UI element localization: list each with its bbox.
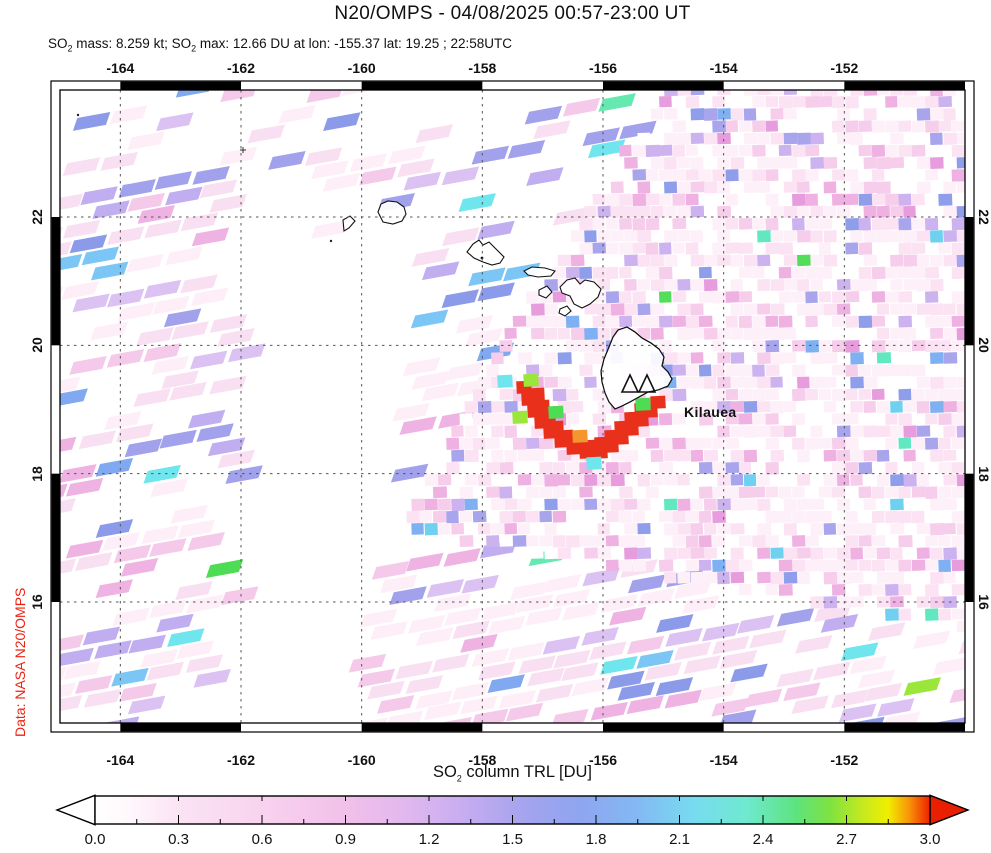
- lon-tick-bottom--164: -164: [106, 752, 135, 768]
- lon-tick-bottom--152: -152: [830, 752, 859, 768]
- data-credit-label: Data: NASA N20/OMPS: [12, 587, 28, 737]
- lon-tick-bottom--160: -160: [347, 752, 376, 768]
- speck-dot: [76, 113, 80, 117]
- lon-tick-top--156: -156: [588, 60, 618, 76]
- colorbar-tick-2.1: 2.1: [669, 831, 690, 848]
- plume-cell: [558, 429, 574, 443]
- plume-cell: [548, 405, 564, 419]
- lon-tick-bottom--156: -156: [588, 752, 618, 768]
- plume-cell: [512, 410, 528, 424]
- pixel-field: [60, 90, 965, 723]
- plume-cell: [650, 395, 666, 409]
- colorbar-tick-1.2: 1.2: [418, 831, 440, 848]
- speck-dot: [329, 239, 333, 243]
- colorbar-tick-1.8: 1.8: [585, 831, 607, 848]
- volcano-triangle-marker: [620, 373, 640, 393]
- lon-tick-bottom--158: -158: [468, 752, 497, 768]
- map-inner-frame: [59, 89, 966, 724]
- lat-tick-left-16: 16: [29, 594, 45, 610]
- plume-cell: [572, 429, 588, 443]
- colorbar-tick-1.5: 1.5: [502, 831, 523, 848]
- colorbar-title: SO2 column TRL [DU]: [432, 763, 593, 784]
- lon-tick-top--160: -160: [347, 60, 376, 76]
- lat-tick-right-20: 20: [976, 337, 991, 354]
- subtitle: SO2 mass: 8.259 kt; SO2 max: 12.66 DU at…: [48, 36, 513, 54]
- lat-tick-right-18: 18: [976, 465, 991, 482]
- plume-cell: [582, 439, 598, 453]
- plume-cell: [497, 374, 513, 388]
- kilauea-label: Kilauea: [684, 404, 737, 420]
- lon-tick-bottom--162: -162: [226, 752, 256, 768]
- lon-tick-top--154: -154: [709, 60, 738, 76]
- colorbar-tick-0.6: 0.6: [251, 831, 273, 848]
- island-kauai: [377, 200, 407, 225]
- island-maui: [559, 277, 602, 309]
- plume-cell: [534, 399, 550, 413]
- island-molokai: [523, 266, 556, 278]
- lat-tick-left-20: 20: [29, 337, 45, 354]
- plume-cell: [529, 387, 545, 401]
- lat-tick-left-18: 18: [29, 465, 45, 482]
- island-kahoolawe: [558, 305, 572, 317]
- island-lanai: [538, 285, 553, 299]
- volcano-triangle-marker: [637, 373, 657, 393]
- colorbar-under-arrow: [55, 794, 96, 826]
- page-title: N20/OMPS - 04/08/2025 00:57-23:00 UT: [334, 3, 691, 24]
- colorbar-tick-3.0: 3.0: [919, 831, 941, 848]
- island-oahu: [466, 239, 505, 266]
- colorbar-tick-0.3: 0.3: [168, 831, 189, 848]
- lat-tick-left-22: 22: [29, 209, 45, 225]
- lon-tick-top--152: -152: [830, 60, 859, 76]
- colorbar-tick-2.4: 2.4: [752, 831, 774, 848]
- lon-tick-bottom--154: -154: [709, 752, 738, 768]
- lon-tick-top--158: -158: [468, 60, 497, 76]
- lat-tick-right-22: 22: [976, 209, 991, 225]
- lat-tick-right-16: 16: [976, 594, 991, 610]
- lon-tick-top--164: -164: [106, 60, 135, 76]
- colorbar-over-arrow: [929, 794, 970, 826]
- colorbar-tick-0.0: 0.0: [84, 831, 106, 848]
- colorbar-tick-2.7: 2.7: [836, 831, 857, 848]
- colorbar-tick-0.9: 0.9: [335, 831, 356, 848]
- plume-cell: [635, 397, 651, 411]
- plume-cell: [586, 456, 602, 470]
- lon-tick-top--162: -162: [226, 60, 256, 76]
- plume-cell: [523, 373, 539, 387]
